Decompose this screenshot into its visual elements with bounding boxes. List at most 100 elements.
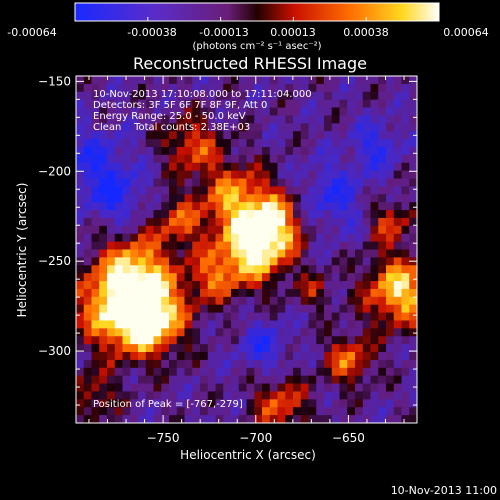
heatmap-cell: [200, 194, 209, 203]
heatmap-cell: [300, 273, 310, 282]
annotation-block: 10-Nov-2013 17:10:08.000 to 17:11:04.000…: [93, 89, 312, 133]
heatmap-cell: [378, 139, 387, 148]
heatmap-cell: [308, 328, 317, 337]
heatmap-cell: [347, 320, 356, 329]
heatmap-cell: [254, 359, 263, 369]
heatmap-cell: [331, 273, 341, 282]
heatmap-cell: [161, 170, 170, 180]
heatmap-cell: [269, 304, 279, 314]
heatmap-cell: [347, 273, 356, 282]
heatmap-cell: [192, 399, 201, 408]
heatmap-cell: [362, 178, 372, 188]
heatmap-cell: [145, 241, 155, 251]
heatmap-cell: [207, 139, 217, 148]
heatmap-cell: [262, 162, 271, 172]
heatmap-cell: [386, 352, 395, 361]
heatmap-cell: [316, 202, 325, 211]
heatmap-cell: [293, 257, 302, 266]
heatmap-cell: [254, 178, 263, 188]
heatmap-cell: [386, 225, 395, 235]
heatmap-cell: [316, 296, 325, 306]
heatmap-cell: [246, 304, 255, 314]
heatmap-cell: [138, 359, 147, 369]
heatmap-cell: [277, 146, 286, 156]
heatmap-cell: [362, 328, 372, 337]
heatmap-cell: [308, 123, 317, 132]
heatmap-cell: [176, 391, 186, 400]
heatmap-cell: [161, 202, 170, 211]
heatmap-cell: [308, 273, 317, 282]
heatmap-cell: [192, 170, 201, 180]
heatmap-cell: [99, 407, 108, 416]
heatmap-cell: [254, 91, 263, 101]
heatmap-cell: [91, 217, 100, 227]
heatmap-cell: [370, 407, 379, 416]
heatmap-cell: [99, 344, 108, 353]
heatmap-cell: [277, 352, 286, 361]
colorbar-tick-label: 0.00013: [270, 26, 316, 39]
heatmap-cell: [355, 273, 364, 282]
heatmap-cell: [347, 154, 356, 164]
heatmap-cell: [107, 304, 116, 314]
heatmap-cell: [246, 249, 255, 258]
colorbar-tick-label: -0.00013: [199, 26, 248, 39]
heatmap-cell: [223, 131, 232, 140]
heatmap-cell: [347, 107, 356, 117]
heatmap-cell: [254, 186, 263, 195]
heatmap-cell: [316, 367, 325, 377]
heatmap-cell: [300, 296, 310, 306]
heatmap-cell: [153, 391, 162, 400]
heatmap-cell: [269, 107, 279, 117]
heatmap-cell: [324, 415, 333, 423]
heatmap-cell: [91, 328, 100, 337]
heatmap-cell: [262, 139, 271, 148]
heatmap-cell: [130, 210, 139, 219]
heatmap-cell: [192, 257, 201, 266]
heatmap-cell: [293, 99, 302, 109]
heatmap-cell: [107, 210, 116, 219]
heatmap-cell: [99, 91, 108, 101]
heatmap-cell: [401, 265, 410, 274]
heatmap-cell: [254, 83, 263, 93]
heatmap-cell: [207, 344, 217, 353]
heatmap-cell: [378, 91, 387, 101]
heatmap-cell: [76, 265, 85, 274]
heatmap-cell: [76, 415, 85, 423]
heatmap-cell: [269, 257, 279, 266]
heatmap-cell: [324, 336, 333, 345]
heatmap-cell: [238, 344, 248, 353]
heatmap-cell: [184, 154, 193, 164]
heatmap-cell: [215, 241, 224, 251]
heatmap-cell: [138, 162, 147, 172]
heatmap-cell: [130, 249, 139, 258]
heatmap-cell: [223, 336, 232, 345]
heatmap-cell: [393, 249, 403, 258]
heatmap-cell: [300, 241, 310, 251]
heatmap-cell: [207, 391, 217, 400]
heatmap-cell: [231, 91, 240, 101]
heatmap-cell: [238, 249, 248, 258]
heatmap-cell: [184, 76, 193, 85]
heatmap-cell: [401, 391, 410, 400]
heatmap-cell: [83, 383, 93, 393]
heatmap-cell: [130, 281, 139, 290]
heatmap-cell: [184, 131, 193, 140]
heatmap-cell: [114, 210, 124, 219]
heatmap-cell: [362, 91, 372, 101]
heatmap-cell: [207, 170, 217, 180]
heatmap-cell: [192, 344, 201, 353]
heatmap-cell: [409, 107, 417, 117]
heatmap-cell: [231, 178, 240, 188]
heatmap-cell: [347, 162, 356, 172]
heatmap-cell: [324, 273, 333, 282]
heatmap-cell: [308, 304, 317, 314]
heatmap-cell: [293, 210, 302, 219]
heatmap-cell: [76, 107, 85, 117]
heatmap-cell: [254, 131, 263, 140]
heatmap-cell: [223, 241, 232, 251]
heatmap-cell: [285, 202, 294, 211]
heatmap-cell: [83, 123, 93, 132]
heatmap-cell: [300, 399, 310, 408]
heatmap-cell: [200, 233, 209, 243]
heatmap-cell: [262, 399, 271, 408]
